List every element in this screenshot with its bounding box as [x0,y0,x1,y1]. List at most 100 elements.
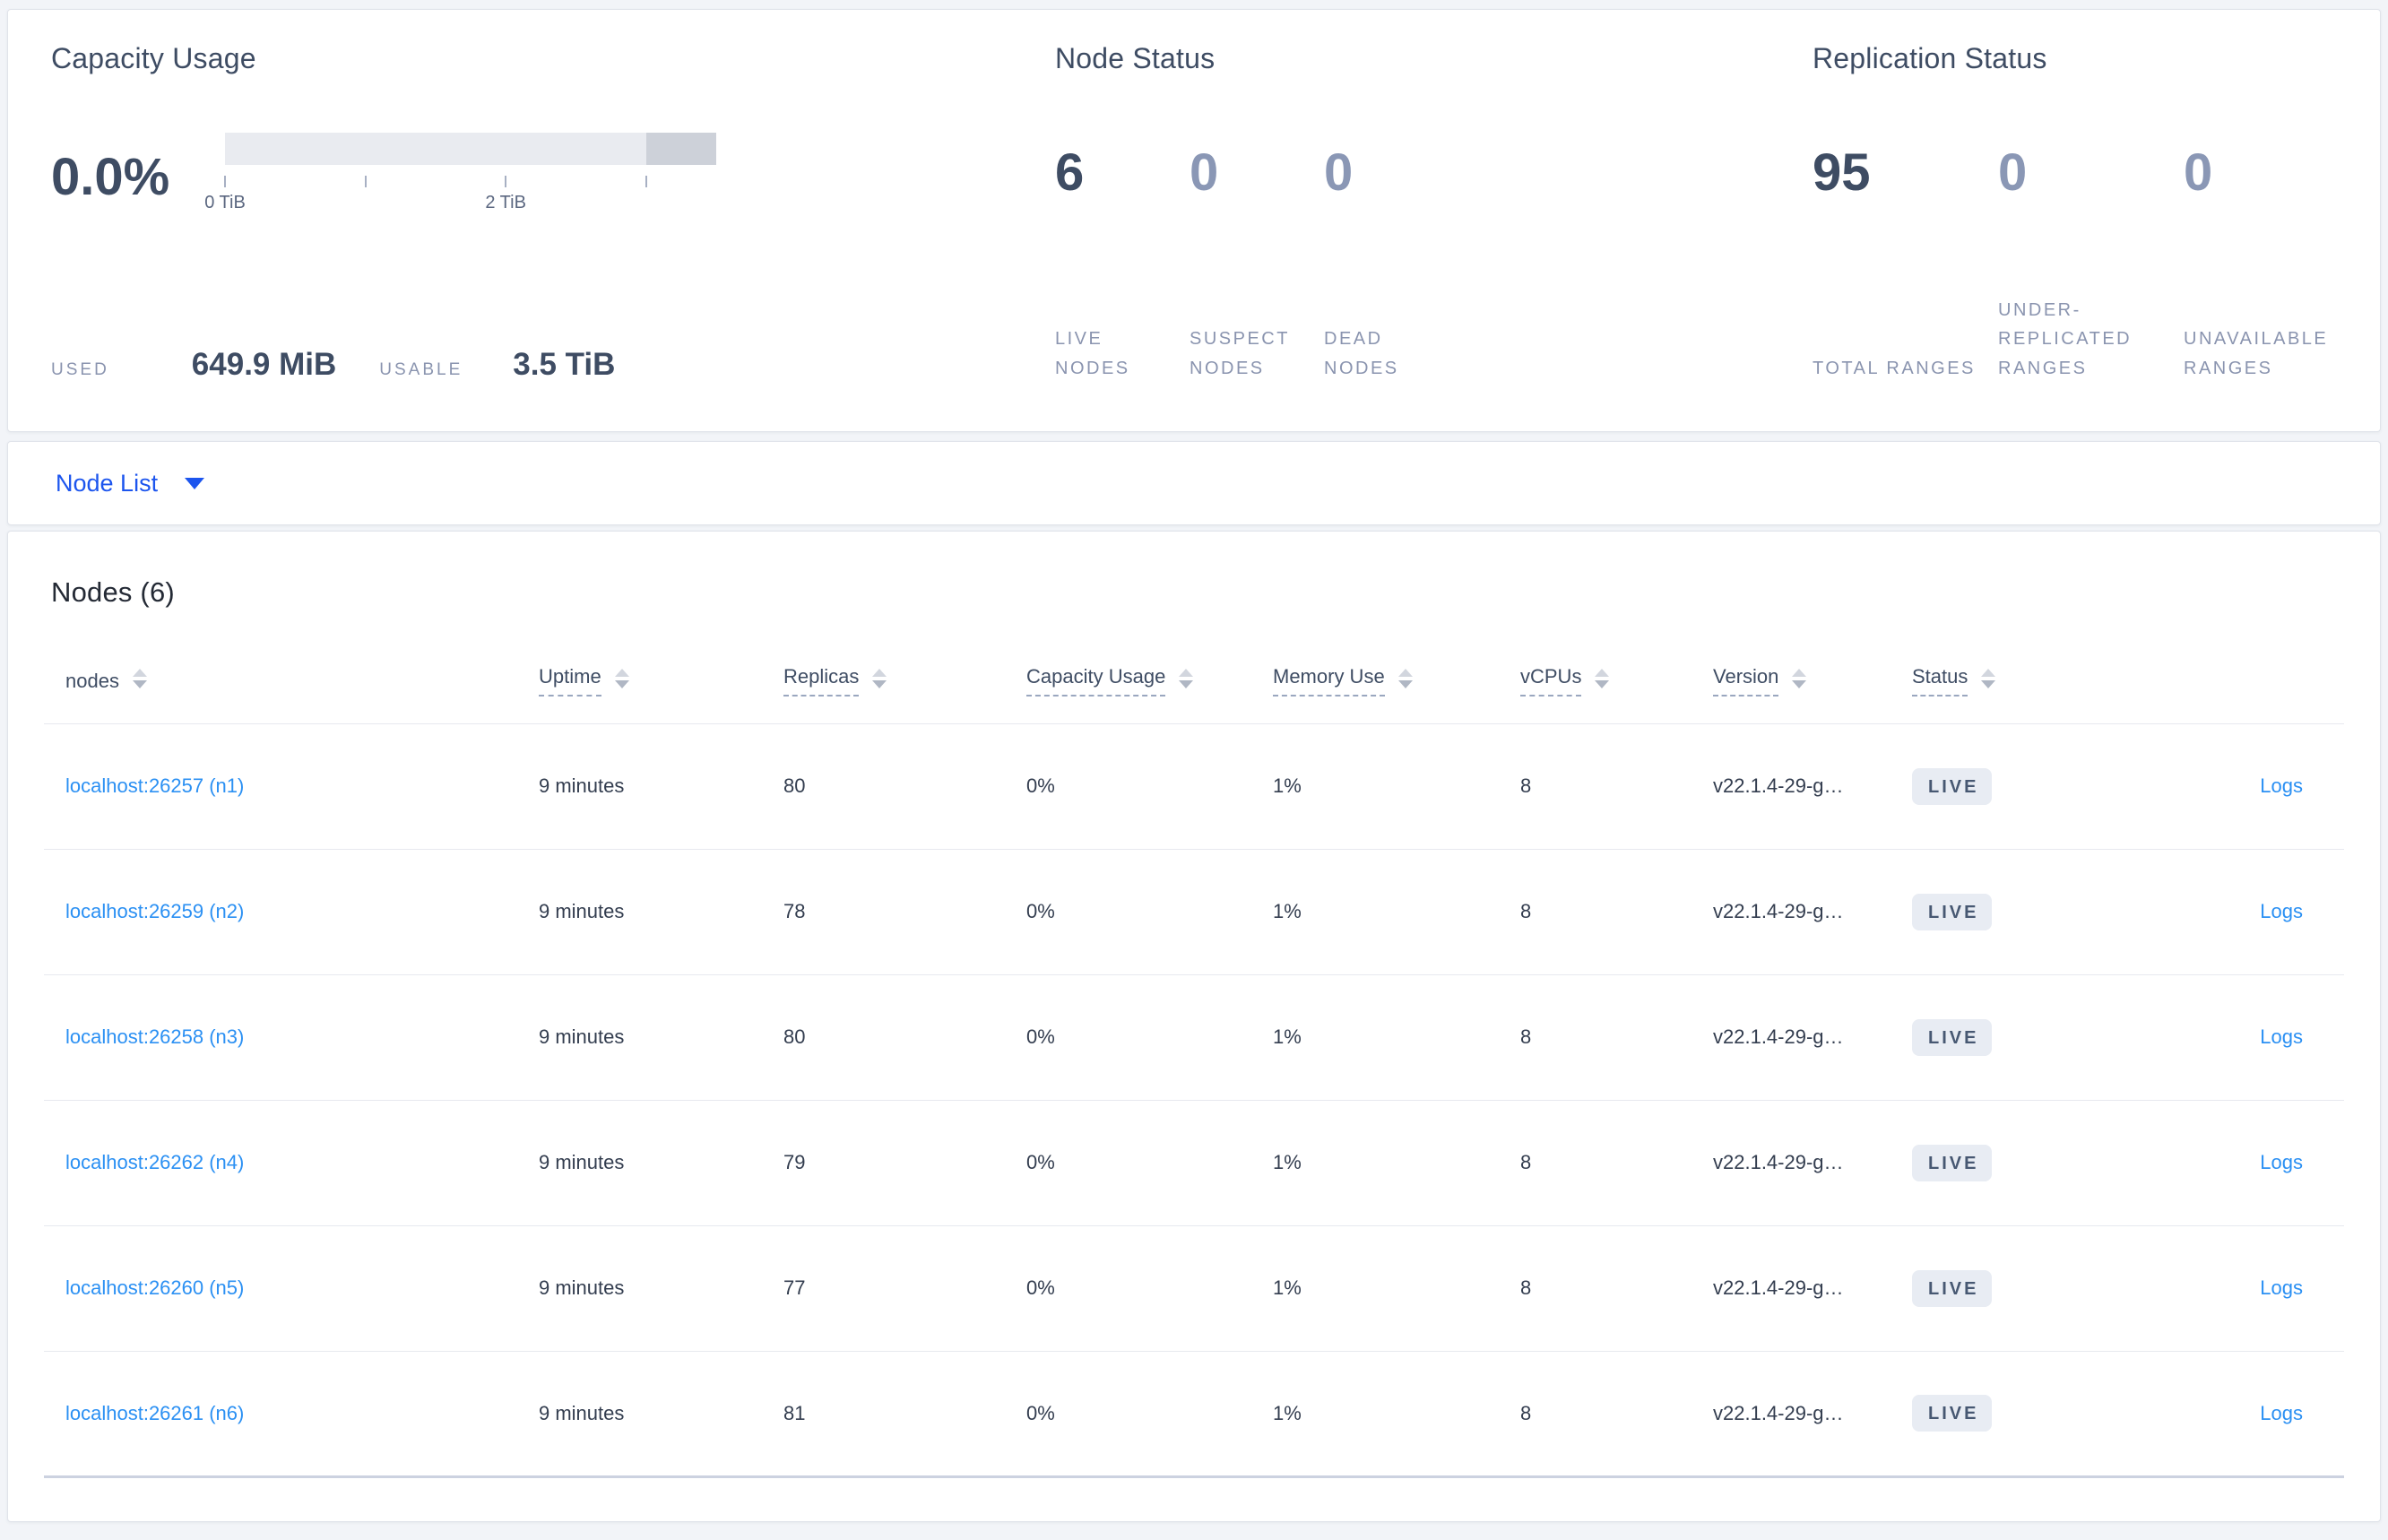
version-cell: v22.1.4-29-g… [1713,1225,1912,1352]
node-cell: localhost:26258 (n3) [44,974,539,1101]
replication-status-panel: Replication Status 95 TOTAL RANGES 0 UND… [1813,42,2369,383]
node-table-row: localhost:26260 (n5) 9 minutes 77 0% 1% … [44,1225,2344,1352]
logs-link[interactable]: Logs [2260,900,2303,922]
version-cell: v22.1.4-29-g… [1713,974,1912,1101]
node-link[interactable]: localhost:26261 (n6) [65,1401,245,1424]
replicas-cell: 80 [783,974,1026,1101]
logs-link[interactable]: Logs [2260,1401,2303,1424]
replication-status-stats: 95 TOTAL RANGES 0 UNDER-REPLICATED RANGE… [1813,147,2369,383]
nodes-card: Nodes (6) nodes Uptime [7,531,2381,1522]
total-ranges-label: TOTAL RANGES [1813,358,1976,378]
status-badge: LIVE [1912,893,1993,930]
node-list-dropdown-label: Node List [56,469,159,497]
capacity-usage-cell: 0% [1026,849,1273,975]
memory-use-cell: 1% [1273,1100,1520,1226]
axis-tick [364,176,367,193]
version-cell: v22.1.4-29-g… [1713,849,1912,975]
vcpus-cell: 8 [1520,1225,1713,1352]
axis-tick: 2 TiB [485,176,547,213]
logs-link[interactable]: Logs [2260,774,2303,797]
logs-cell: Logs [2181,1351,2344,1478]
replication-status-title: Replication Status [1813,42,2047,74]
status-cell: LIVE [1912,1100,2181,1226]
memory-use-cell: 1% [1273,1225,1520,1352]
version-cell: v22.1.4-29-g… [1713,1100,1912,1226]
logs-link[interactable]: Logs [2260,1276,2303,1299]
column-header-capacity-usage[interactable]: Capacity Usage [1026,639,1273,724]
capacity-usage-main: 0.0% 0 TiB 2 TiB [51,133,1055,222]
memory-use-cell: 1% [1273,723,1520,850]
version-cell: v22.1.4-29-g… [1713,1351,1912,1478]
unavailable-ranges-count: 0 [2184,143,2213,202]
under-replicated-ranges-stat: 0 UNDER-REPLICATED RANGES [1998,147,2184,383]
capacity-bar-reserved-segment [645,133,716,165]
status-cell: LIVE [1912,1351,2181,1478]
column-header-memory-use[interactable]: Memory Use [1273,639,1520,724]
sort-icon [872,668,887,688]
column-header-vcpus[interactable]: vCPUs [1520,639,1713,724]
memory-use-cell: 1% [1273,1351,1520,1478]
status-badge: LIVE [1912,1144,1993,1181]
capacity-stats-row: USED 649.9 MiB USABLE 3.5 TiB [51,347,1055,383]
uptime-cell: 9 minutes [539,1351,783,1478]
node-link[interactable]: localhost:26257 (n1) [65,774,245,797]
logs-link[interactable]: Logs [2260,1151,2303,1173]
capacity-usage-cell: 0% [1026,723,1273,850]
capacity-axis: 0 TiB 2 TiB [204,176,716,222]
suspect-nodes-count: 0 [1190,143,1219,202]
column-header-version[interactable]: Version [1713,639,1912,724]
unavailable-ranges-stat: 0 UNAVAILABLE RANGES [2184,147,2369,383]
axis-tick-mark [364,176,367,187]
node-link[interactable]: localhost:26260 (n5) [65,1276,245,1299]
node-link[interactable]: localhost:26259 (n2) [65,900,245,922]
replicas-cell: 80 [783,723,1026,850]
suspect-nodes-stat: 0 SUSPECT NODES [1190,147,1324,383]
node-list-dropdown[interactable]: Node List [56,469,205,497]
column-header-uptime[interactable]: Uptime [539,639,783,724]
node-status-title: Node Status [1055,42,1216,74]
capacity-usage-cell: 0% [1026,1225,1273,1352]
sort-icon [614,668,629,688]
vcpus-cell: 8 [1520,1100,1713,1226]
logs-cell: Logs [2181,1100,2344,1226]
total-ranges-count: 95 [1813,143,1871,202]
capacity-usage-title: Capacity Usage [51,42,256,74]
capacity-usage-panel: Capacity Usage 0.0% 0 TiB 2 TiB USED 649.… [51,42,1055,383]
live-nodes-label: LIVE NODES [1055,329,1130,378]
usable-value: 3.5 TiB [513,347,616,382]
node-link[interactable]: localhost:26258 (n3) [65,1025,245,1048]
axis-tick [645,176,647,193]
capacity-bar [225,133,716,165]
status-cell: LIVE [1912,1225,2181,1352]
total-ranges-stat: 95 TOTAL RANGES [1813,147,1998,383]
under-replicated-ranges-count: 0 [1998,143,2028,202]
unavailable-ranges-label: UNAVAILABLE RANGES [2184,329,2329,378]
column-header-replicas[interactable]: Replicas [783,639,1026,724]
status-cell: LIVE [1912,974,2181,1101]
column-header-status[interactable]: Status [1912,639,2181,724]
nodes-heading: Nodes (6) [51,576,175,608]
capacity-percent-value: 0.0% [51,148,170,206]
replicas-cell: 77 [783,1225,1026,1352]
logs-link[interactable]: Logs [2260,1025,2303,1048]
replicas-cell: 79 [783,1100,1026,1226]
replicas-cell: 78 [783,849,1026,975]
live-nodes-stat: 6 LIVE NODES [1055,147,1190,383]
sort-icon [1595,668,1610,688]
sort-icon [1981,668,1996,688]
status-cell: LIVE [1912,849,2181,975]
vcpus-cell: 8 [1520,1351,1713,1478]
replicas-cell: 81 [783,1351,1026,1478]
node-cell: localhost:26259 (n2) [44,849,539,975]
status-badge: LIVE [1912,1018,1993,1056]
axis-tick-mark [224,176,226,187]
sort-icon [1179,668,1194,688]
node-link[interactable]: localhost:26262 (n4) [65,1151,245,1173]
dead-nodes-stat: 0 DEAD NODES [1324,147,1458,383]
usable-label: USABLE [379,360,463,379]
used-label: USED [51,360,109,379]
axis-tick-mark [505,176,507,187]
column-header-nodes[interactable]: nodes [44,639,539,724]
vcpus-cell: 8 [1520,723,1713,850]
page: Capacity Usage 0.0% 0 TiB 2 TiB USED 649.… [0,9,2388,1540]
